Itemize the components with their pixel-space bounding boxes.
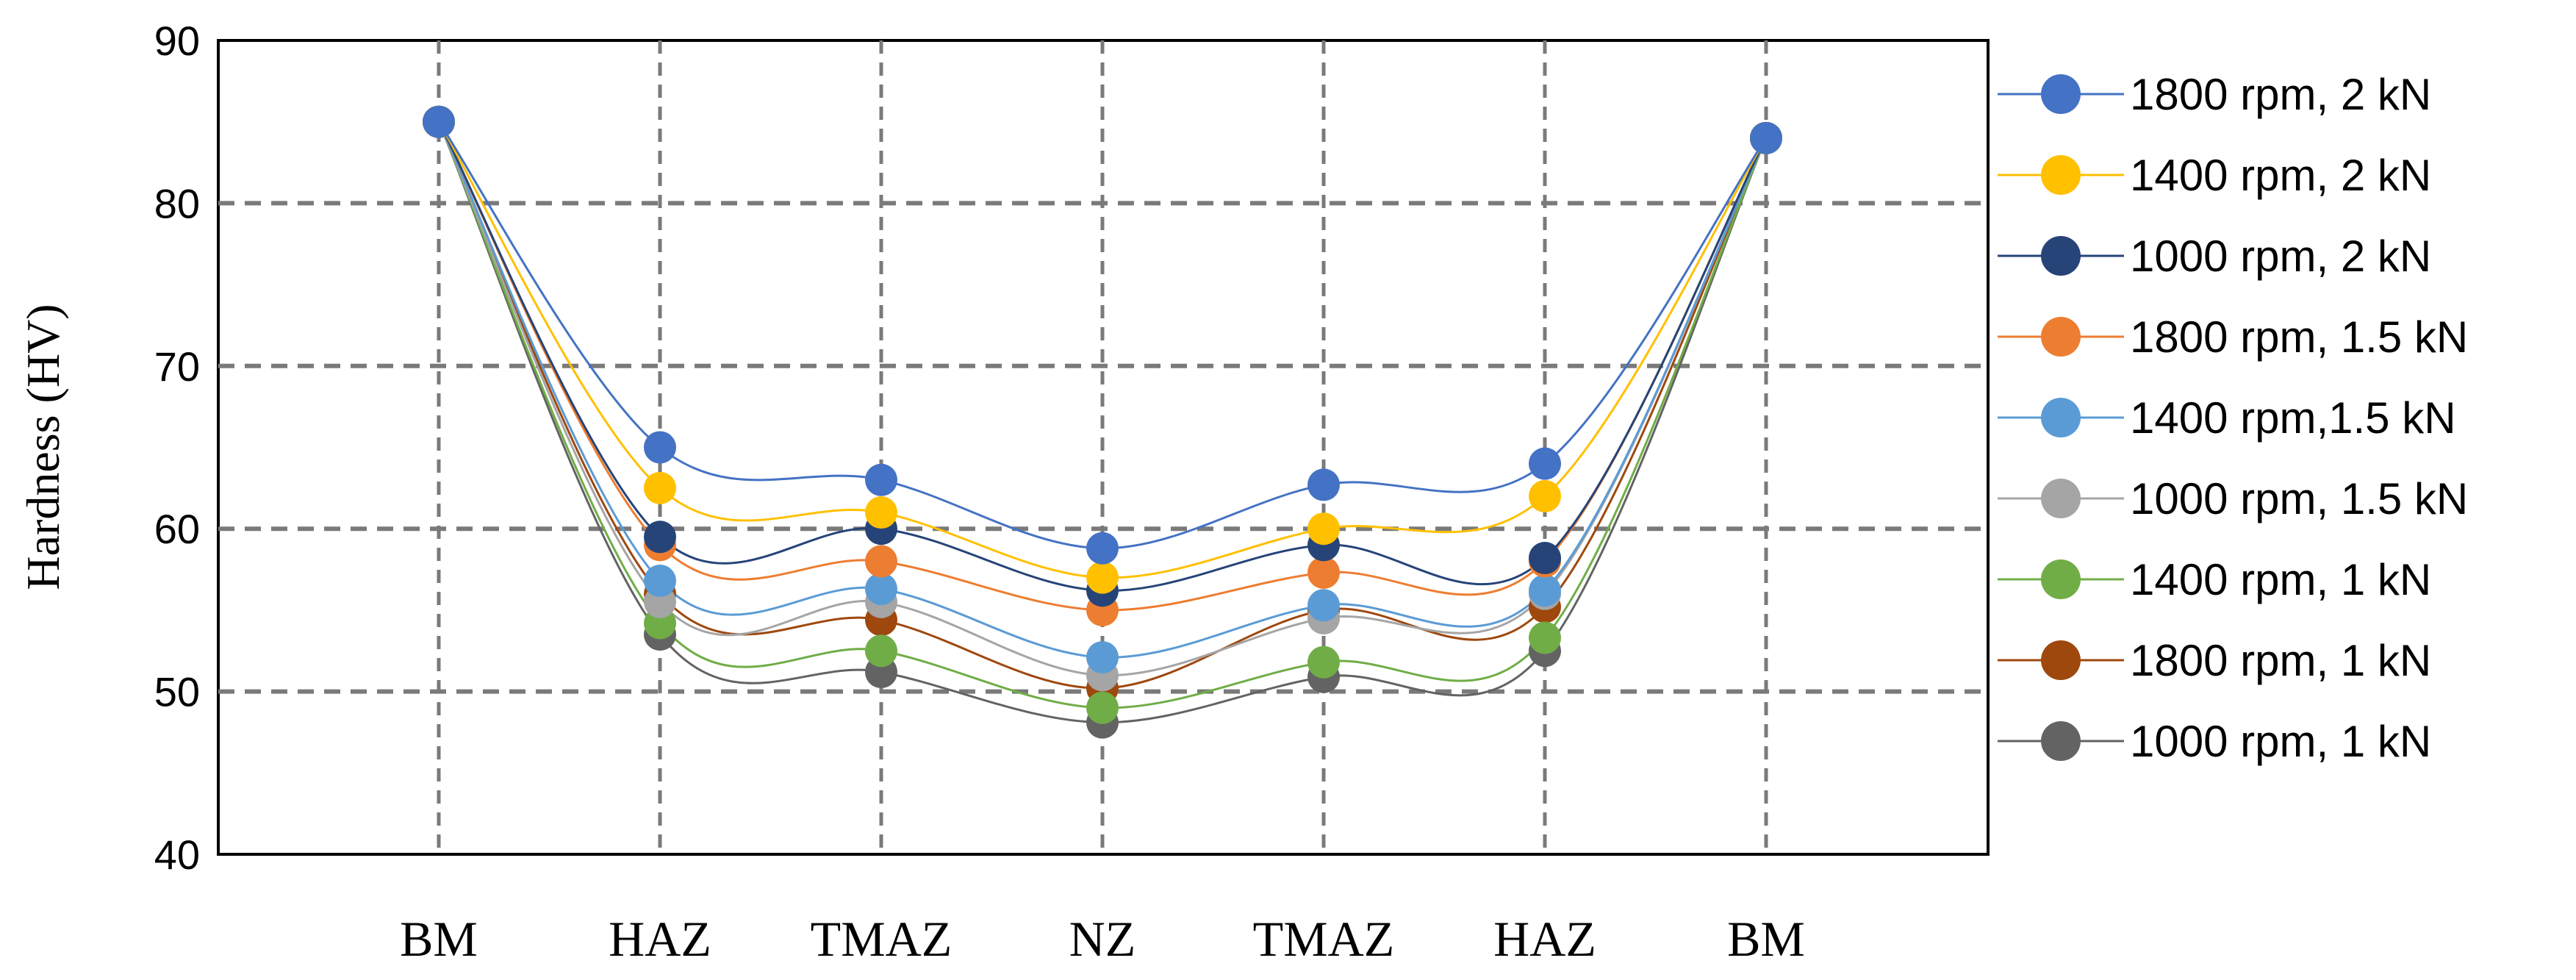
x-tick-label: TMAZ <box>811 911 952 967</box>
legend-marker <box>2041 559 2081 599</box>
x-tick-label: BM <box>400 911 478 967</box>
data-point <box>644 431 676 464</box>
data-point <box>1529 621 1561 654</box>
legend-marker <box>2041 479 2081 518</box>
data-point <box>1307 645 1340 679</box>
legend-marker <box>2041 721 2081 761</box>
legend-entry: 1800 rpm, 2 kN <box>1998 70 2431 119</box>
legend-entry: 1400 rpm, 1 kN <box>1998 555 2431 604</box>
axes: 40 50 60 70 80 90 BM HAZ TMAZ NZ TMAZ HAZ BM <box>154 18 1805 967</box>
data-point <box>865 463 897 496</box>
series-group <box>423 105 1782 739</box>
data-point <box>1529 447 1561 480</box>
legend: 1800 rpm, 2 kN 1400 rpm, 2 kN 1000 rpm, 2 … <box>1998 70 2468 766</box>
legend-marker <box>2041 317 2081 357</box>
data-point <box>1086 691 1119 724</box>
legend-label: 1400 rpm,1.5 kN <box>2130 393 2456 443</box>
legend-marker <box>2041 74 2081 114</box>
x-tick-label: TMAZ <box>1253 911 1395 967</box>
data-point <box>1307 556 1340 589</box>
legend-label: 1000 rpm, 2 kN <box>2130 232 2431 281</box>
data-point <box>1086 532 1119 565</box>
data-point <box>1307 512 1340 546</box>
legend-label: 1400 rpm, 2 kN <box>2130 151 2431 200</box>
data-point <box>865 634 897 668</box>
legend-entry: 1400 rpm, 2 kN <box>1998 151 2431 200</box>
data-point <box>423 105 455 138</box>
legend-marker <box>2041 640 2081 680</box>
data-point <box>865 545 897 578</box>
legend-label: 1800 rpm, 2 kN <box>2130 70 2431 119</box>
x-tick-label: BM <box>1727 911 1805 967</box>
data-point <box>644 521 676 554</box>
legend-marker <box>2041 398 2081 437</box>
legend-marker <box>2041 236 2081 276</box>
data-point <box>1307 589 1340 622</box>
data-point <box>1750 121 1782 154</box>
legend-entry: 1400 rpm,1.5 kN <box>1998 393 2456 443</box>
y-tick-label: 50 <box>154 669 200 715</box>
data-point <box>1529 542 1561 575</box>
y-tick-label: 70 <box>154 343 200 390</box>
y-tick-label: 80 <box>154 180 200 226</box>
legend-entry: 1800 rpm, 1 kN <box>1998 636 2431 685</box>
legend-label: 1400 rpm, 1 kN <box>2130 555 2431 604</box>
gridlines <box>218 40 1988 854</box>
y-tick-label: 40 <box>154 831 200 878</box>
y-tick-label: 60 <box>154 506 200 552</box>
x-tick-label: HAZ <box>609 911 711 967</box>
data-point <box>1307 468 1340 501</box>
data-point <box>1529 479 1561 512</box>
x-tick-label: NZ <box>1069 911 1136 967</box>
y-axis-label: Hardness (HV) <box>17 304 69 590</box>
data-point <box>644 471 676 504</box>
data-point <box>644 565 676 598</box>
data-point <box>865 573 897 606</box>
data-point <box>1086 641 1119 674</box>
legend-entry: 1000 rpm, 1 kN <box>1998 717 2431 766</box>
legend-entry: 1000 rpm, 2 kN <box>1998 232 2431 281</box>
legend-label: 1000 rpm, 1.5 kN <box>2130 474 2468 523</box>
legend-entry: 1000 rpm, 1.5 kN <box>1998 474 2468 523</box>
legend-label: 1800 rpm, 1.5 kN <box>2130 312 2468 362</box>
legend-marker <box>2041 155 2081 195</box>
legend-label: 1000 rpm, 1 kN <box>2130 717 2431 766</box>
legend-entry: 1800 rpm, 1.5 kN <box>1998 312 2468 362</box>
y-tick-label: 90 <box>154 18 200 64</box>
data-point <box>1086 561 1119 594</box>
legend-label: 1800 rpm, 1 kN <box>2130 636 2431 685</box>
data-point <box>1529 574 1561 607</box>
x-tick-label: HAZ <box>1493 911 1596 967</box>
data-point <box>865 496 897 529</box>
